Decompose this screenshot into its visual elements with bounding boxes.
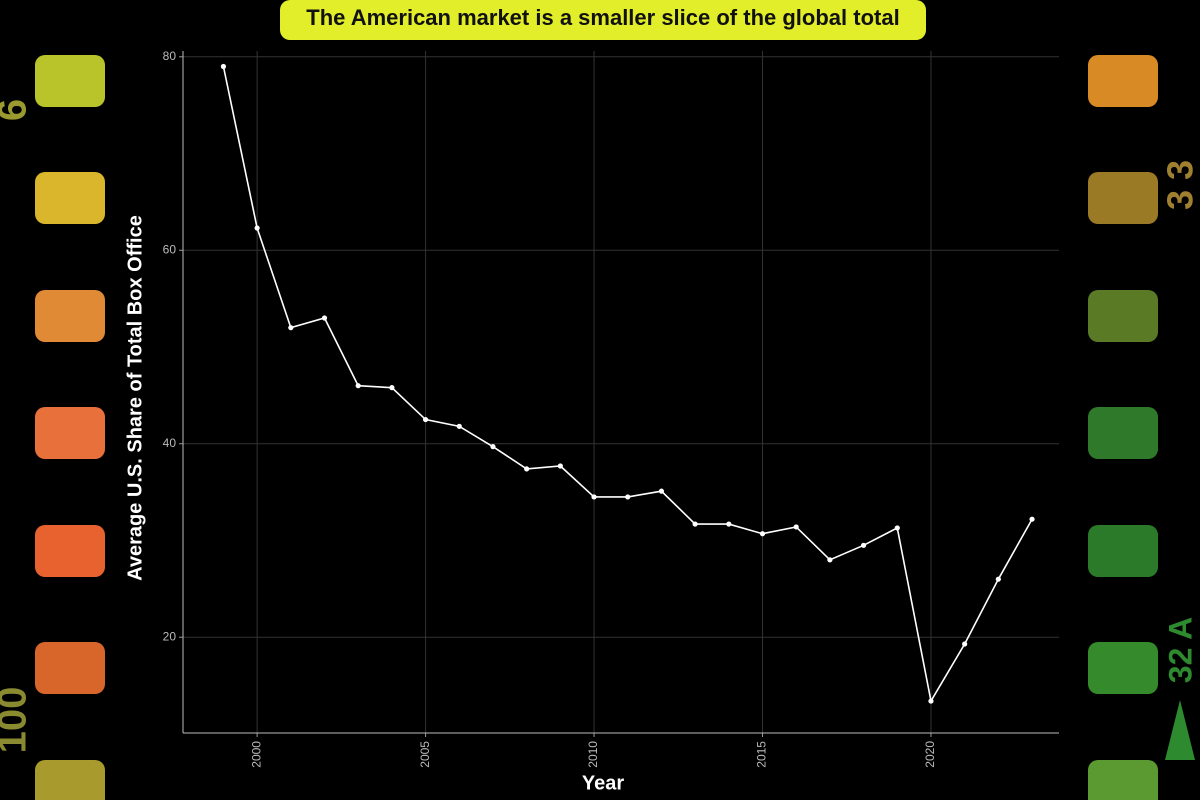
point (1029, 516, 1035, 522)
perforation (35, 172, 105, 224)
point (894, 525, 900, 531)
perforation (1088, 290, 1158, 342)
point (827, 557, 833, 563)
point (625, 494, 631, 500)
y-tick-label: 60 (163, 242, 177, 256)
x-tick-label: 2000 (249, 741, 263, 768)
perforation (1088, 642, 1158, 694)
perforation (35, 290, 105, 342)
plot-area: 20 40 60 80 2000 2005 2010 2015 2020 (163, 49, 1059, 768)
perforation (1088, 407, 1158, 459)
point (658, 488, 665, 494)
point (962, 641, 968, 647)
point (321, 315, 328, 321)
x-tick-label: 2020 (923, 741, 937, 768)
x-tick-label: 2015 (755, 741, 769, 768)
perforation (1088, 172, 1158, 224)
point (389, 385, 395, 391)
point (557, 463, 563, 469)
point (793, 524, 799, 530)
chart-title: The American market is a smaller slice o… (306, 5, 899, 30)
x-axis-label: Year (582, 772, 624, 794)
point (860, 542, 867, 548)
perforation (1088, 525, 1158, 577)
film-right (1088, 55, 1195, 800)
point (422, 416, 429, 423)
point (254, 225, 260, 231)
point (524, 466, 530, 472)
point (490, 444, 496, 450)
point (220, 63, 227, 70)
point (692, 521, 698, 527)
perforation (35, 407, 105, 459)
perforation (35, 642, 105, 694)
film-label: 3 3 (1160, 160, 1200, 210)
perforation (1088, 760, 1158, 800)
point (928, 698, 934, 704)
perforation (35, 760, 105, 800)
point (726, 521, 732, 527)
point (456, 423, 462, 429)
point (591, 494, 597, 500)
y-tick-label: 20 (163, 629, 177, 643)
title-box (280, 0, 926, 40)
point (995, 576, 1001, 582)
perforation (35, 525, 105, 577)
point (759, 531, 766, 537)
film-arrow (1165, 700, 1195, 760)
y-tick-label: 40 (163, 436, 177, 450)
film-label: 32 A (1162, 617, 1198, 683)
y-axis-label: Average U.S. Share of Total Box Office (124, 215, 146, 581)
perforation (35, 55, 105, 107)
point (355, 383, 361, 389)
film-label: 100 (0, 687, 35, 754)
film-label: 6 (0, 99, 35, 121)
point (288, 325, 294, 331)
x-tick-label: 2005 (418, 741, 432, 768)
x-tick-label: 2010 (586, 741, 600, 768)
y-tick-label: 80 (163, 49, 177, 63)
film-left (35, 55, 105, 800)
perforation (1088, 55, 1158, 107)
